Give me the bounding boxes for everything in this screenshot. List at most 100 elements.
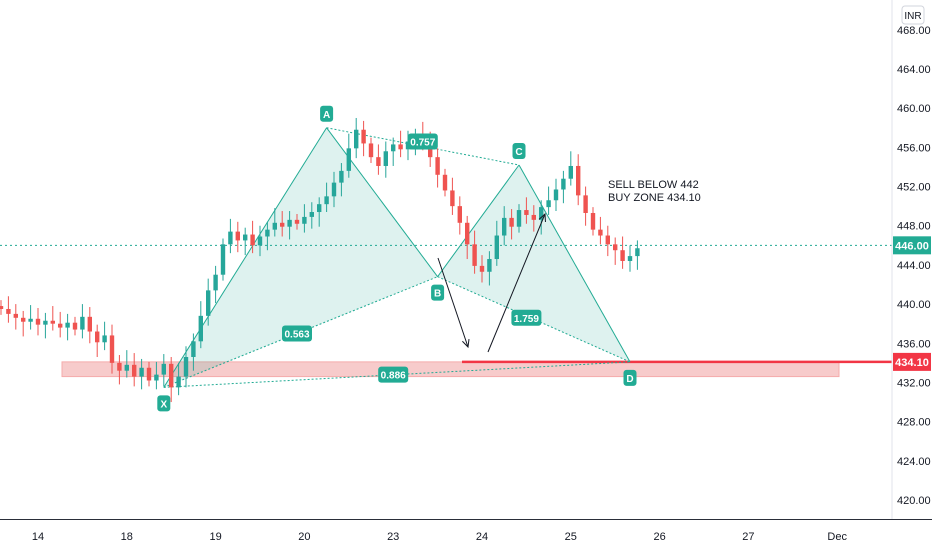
- candle-body: [561, 178, 566, 190]
- pattern-leg-bc: [437, 164, 520, 277]
- candle-body: [309, 212, 314, 217]
- x-tick-label: 18: [121, 531, 133, 543]
- annotation-buy-zone: BUY ZONE 434.10: [608, 192, 701, 204]
- x-tick-label: 25: [565, 531, 577, 543]
- candle-body: [272, 222, 277, 230]
- candle-body: [568, 165, 573, 179]
- candle-body: [361, 129, 366, 144]
- y-tick-label: 424.00: [897, 456, 931, 468]
- price-axis[interactable]: 420.00 424.00 428.00 432.00 436.00 440.00 444.…: [891, 0, 931, 520]
- point-label-b: B: [431, 284, 445, 301]
- arrow-up-shaft: [487, 213, 546, 353]
- candle-body: [450, 190, 455, 207]
- point-label-x: X: [157, 395, 171, 412]
- x-tick-label: 14: [32, 531, 44, 543]
- pattern-xab-fill: [163, 127, 438, 388]
- ratio-label-text: 0.886: [381, 371, 406, 382]
- ratio-label-text: 0.757: [410, 137, 435, 148]
- candle-body: [472, 244, 477, 266]
- candle-body: [317, 204, 322, 213]
- candle-body: [539, 207, 544, 220]
- candle-body: [442, 174, 448, 191]
- pattern-bcd-fill: [437, 164, 630, 362]
- point-label-d-text: D: [626, 374, 633, 385]
- candle-body: [354, 129, 359, 149]
- candle-body: [287, 219, 292, 227]
- candle-body: [169, 363, 174, 388]
- candle-body: [613, 244, 618, 251]
- candle-body: [50, 320, 55, 324]
- candle-body: [117, 362, 122, 371]
- x-tick-label: Dec: [827, 531, 847, 543]
- pattern-leg-ab: [326, 127, 439, 277]
- candle-body: [235, 231, 240, 241]
- candle-body: [605, 235, 610, 245]
- candle-body: [524, 210, 529, 215]
- candle-body: [102, 335, 107, 343]
- point-label-x-text: X: [160, 399, 167, 410]
- point-label-b-text: B: [434, 289, 441, 300]
- ratio-label-bg: [407, 133, 438, 150]
- candle-body: [376, 157, 381, 166]
- candle-body: [176, 376, 181, 388]
- candle-body: [109, 335, 115, 363]
- point-label-c: C: [512, 142, 526, 159]
- point-label-c-text: C: [515, 147, 522, 158]
- point-label-d-bg: [623, 369, 637, 386]
- candle-body: [13, 313, 18, 318]
- buy-zone-layer: [0, 244, 892, 378]
- ratio-label-bg: [511, 309, 542, 326]
- candle-body: [87, 316, 92, 332]
- candle-body: [620, 250, 625, 261]
- candle-body: [132, 364, 137, 377]
- y-tick-label: 452.00: [897, 182, 931, 194]
- candle-body: [553, 189, 559, 201]
- point-label-d: D: [623, 369, 637, 386]
- time-axis[interactable]: 14 18 19 20 23 24 25 26 27 Dec: [0, 519, 932, 544]
- currency-badge-label: INR: [904, 11, 921, 22]
- candle-body: [95, 331, 100, 343]
- x-tick-label: 26: [653, 531, 665, 543]
- candle-body: [58, 323, 63, 328]
- candle-body: [243, 234, 248, 241]
- point-label-c-bg: [512, 142, 526, 159]
- candle-body: [487, 259, 492, 272]
- candle-body: [435, 157, 440, 175]
- candle-body: [516, 210, 522, 227]
- candle-body: [0, 306, 4, 309]
- point-label-x-bg: [157, 395, 171, 412]
- pattern-ratio-line-xb: [163, 276, 438, 388]
- current-price-tag: 446.00: [893, 236, 931, 255]
- x-tick-label: 23: [387, 531, 399, 543]
- y-tick-label: 460.00: [897, 103, 931, 115]
- currency-badge[interactable]: INR: [901, 5, 925, 25]
- y-tick-label: 440.00: [897, 299, 931, 311]
- ratio-label-bg: [378, 366, 409, 383]
- candle-body: [154, 374, 159, 381]
- arrow-down-shaft: [437, 257, 469, 348]
- arrow-up-head: [538, 212, 546, 223]
- candle-body: [183, 356, 189, 377]
- ratio-label: 0.886: [378, 366, 409, 383]
- point-label-b-bg: [431, 284, 445, 301]
- candle-body: [465, 222, 470, 245]
- candle-body: [198, 315, 203, 342]
- candle-body: [65, 322, 70, 328]
- ratio-label: 0.757: [407, 133, 438, 150]
- candle-body: [324, 196, 329, 205]
- buy-zone-rect: [61, 361, 840, 378]
- candle-body: [21, 317, 26, 322]
- candle-body: [294, 219, 300, 224]
- candle-body: [43, 320, 48, 325]
- candle-body: [546, 200, 551, 208]
- candles-layer: [0, 117, 640, 403]
- y-tick-label: 432.00: [897, 377, 931, 389]
- arrow-up: [487, 212, 546, 353]
- candle-body: [35, 318, 41, 325]
- candle-body: [590, 212, 596, 230]
- point-label-a: A: [320, 105, 334, 122]
- current-price-tag-text: 446.00: [895, 240, 929, 252]
- x-tick-label: 24: [476, 531, 488, 543]
- candle-body: [250, 234, 255, 246]
